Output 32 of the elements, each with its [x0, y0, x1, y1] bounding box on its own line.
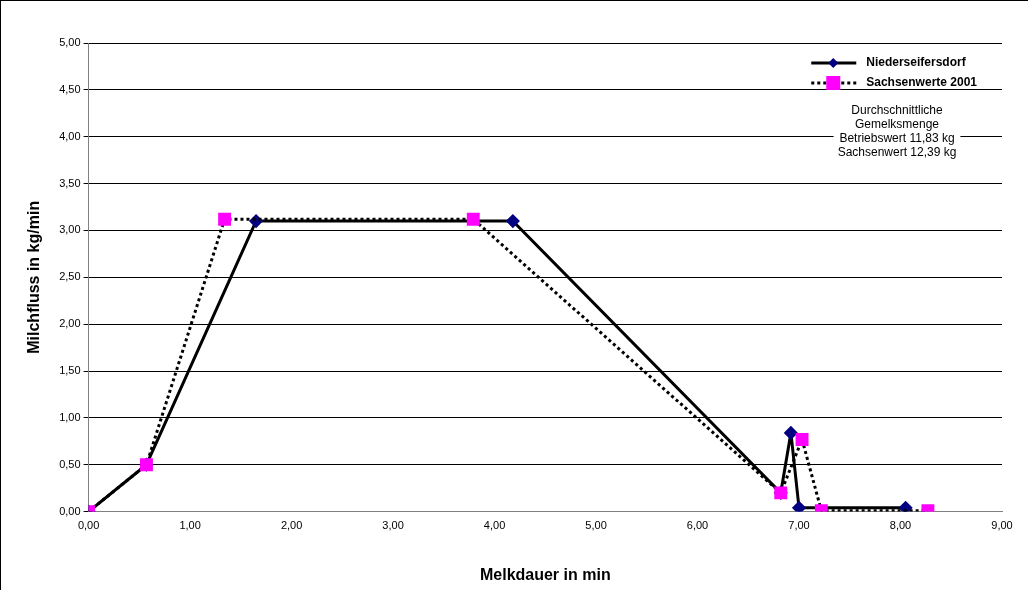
- y-tick-label: 0,50: [59, 457, 81, 470]
- point: [792, 501, 806, 512]
- y-tick-label: 2,00: [59, 317, 81, 330]
- x-tick-label: 0,00: [77, 519, 100, 532]
- y-tick-label: 0,00: [59, 504, 81, 517]
- x-tick-label: 4,00: [483, 519, 506, 532]
- x-tick-label: 5,00: [585, 519, 607, 532]
- y-tick-label: 1,00: [59, 410, 81, 423]
- annotation: Durchschnittliche Gemelksmenge Betriebswert 11,83 kg Sachsenwert 12,39 kg: [837, 103, 957, 160]
- x-tick-label: 3,00: [382, 519, 404, 532]
- y-tick-label: 3,00: [59, 223, 81, 236]
- x-tick-label: 9,00: [991, 519, 1013, 532]
- y-tick-label: 4,00: [59, 129, 81, 142]
- x-tick-label: 6,00: [686, 519, 709, 532]
- x-tick-label: 8,00: [889, 519, 912, 532]
- legend-label: Sachsenwerte 2001: [866, 75, 978, 90]
- y-tick-label: 5,00: [59, 36, 81, 49]
- y-tick-label: 2,50: [59, 270, 81, 283]
- x-axis-title: Melkdauer in min: [479, 565, 611, 583]
- y-tick-label: 4,50: [59, 82, 81, 95]
- point: [784, 426, 798, 440]
- y-tick-label: 3,50: [59, 176, 81, 189]
- y-tick-label: 1,50: [59, 364, 81, 377]
- point: [506, 214, 520, 228]
- x-tick-label: 2,00: [280, 519, 303, 532]
- x-tick-label: 7,00: [788, 519, 810, 532]
- y-axis-title: Milchfluss in kg/min: [25, 200, 43, 354]
- point: [795, 432, 809, 446]
- x-tick-label: 1,00: [179, 519, 201, 532]
- legend-label: Niederseifersdorf: [866, 55, 967, 70]
- point: [466, 212, 480, 226]
- point: [218, 212, 232, 226]
